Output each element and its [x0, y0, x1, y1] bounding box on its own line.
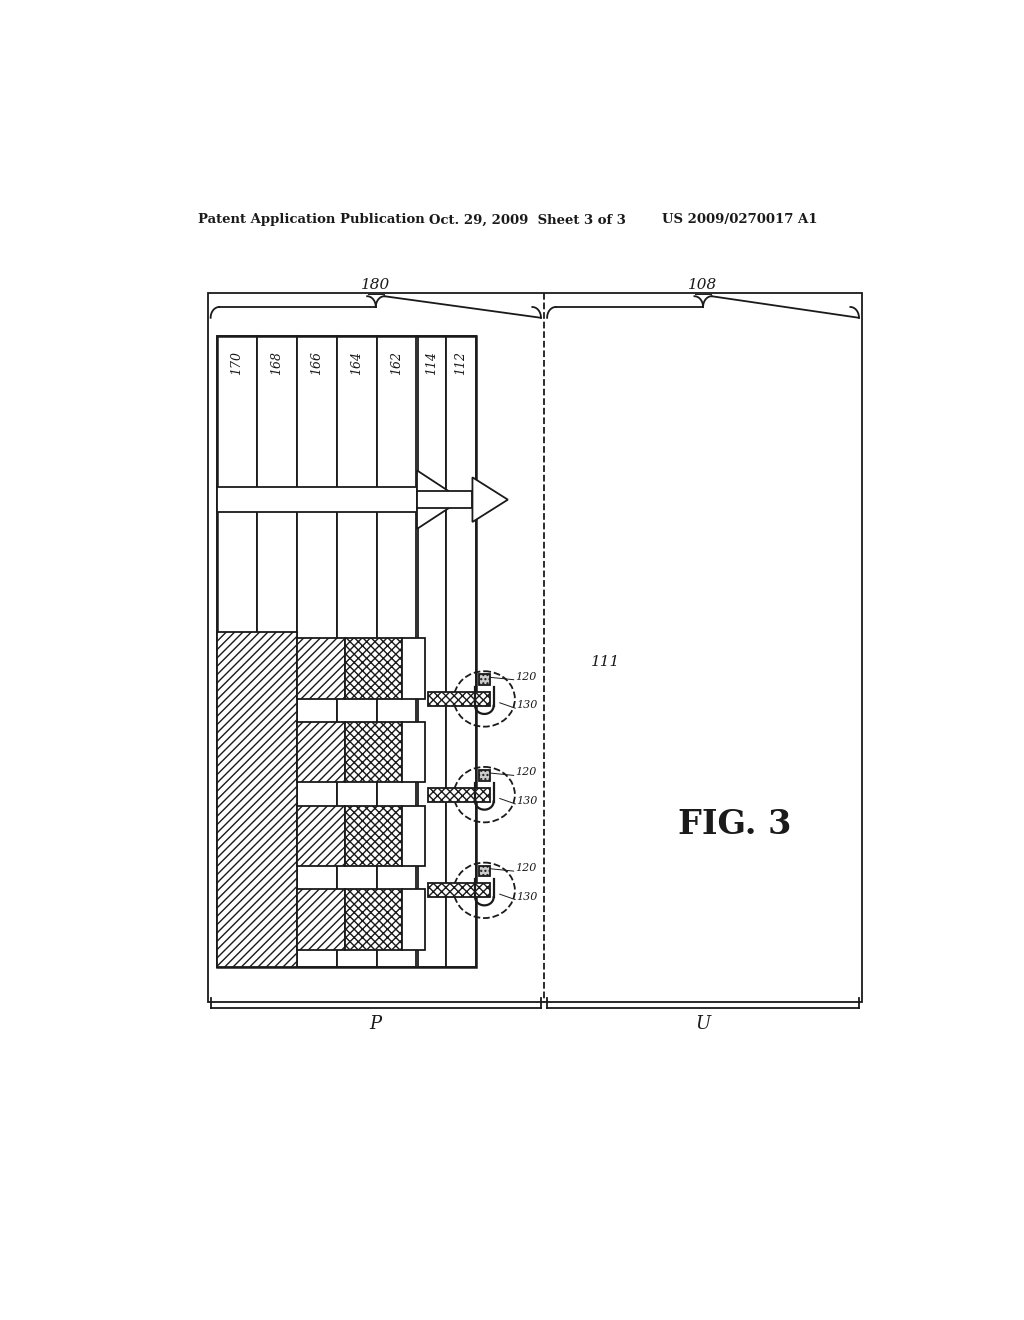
Bar: [217, 335, 257, 966]
Text: 108: 108: [688, 279, 718, 293]
Text: 111: 111: [591, 655, 621, 668]
Bar: [297, 722, 345, 783]
Text: 167: 167: [362, 927, 385, 940]
Polygon shape: [472, 478, 508, 521]
Text: U: U: [695, 1015, 711, 1034]
Text: FIG. 3: FIG. 3: [678, 808, 792, 841]
Text: 168: 168: [270, 351, 284, 375]
Text: 130: 130: [517, 891, 538, 902]
Bar: [401, 722, 425, 783]
Bar: [428, 883, 490, 898]
Text: 162: 162: [390, 351, 403, 375]
Bar: [345, 722, 401, 783]
Text: 165: 165: [310, 935, 333, 948]
Text: P: P: [370, 1015, 382, 1034]
Bar: [479, 770, 489, 780]
Bar: [377, 335, 417, 966]
Bar: [401, 805, 425, 866]
Text: 166: 166: [310, 351, 324, 375]
Text: 120: 120: [515, 672, 537, 681]
Bar: [297, 805, 345, 866]
Bar: [217, 487, 417, 512]
Text: 114: 114: [425, 351, 438, 375]
Bar: [428, 788, 490, 801]
Text: 120: 120: [515, 863, 537, 873]
Bar: [297, 890, 345, 949]
Text: US 2009/0270017 A1: US 2009/0270017 A1: [662, 214, 817, 227]
Bar: [257, 335, 297, 966]
Bar: [297, 639, 345, 698]
Text: 112: 112: [455, 351, 467, 375]
Bar: [345, 890, 401, 949]
Text: 180: 180: [361, 279, 390, 293]
Text: 163: 163: [394, 935, 417, 948]
Bar: [417, 491, 472, 508]
Bar: [428, 692, 490, 706]
Text: 130: 130: [517, 796, 538, 807]
Text: 169: 169: [250, 838, 263, 862]
Bar: [446, 335, 475, 966]
Bar: [345, 805, 401, 866]
Bar: [208, 293, 862, 1002]
Bar: [217, 632, 297, 966]
Bar: [479, 866, 489, 876]
Bar: [337, 335, 377, 966]
Bar: [401, 639, 425, 698]
Text: Patent Application Publication: Patent Application Publication: [199, 214, 425, 227]
Text: 170: 170: [230, 351, 244, 375]
Text: 130: 130: [517, 700, 538, 710]
Bar: [415, 335, 419, 966]
Text: 164: 164: [350, 351, 364, 375]
Text: Oct. 29, 2009  Sheet 3 of 3: Oct. 29, 2009 Sheet 3 of 3: [429, 214, 627, 227]
Bar: [479, 675, 489, 685]
Polygon shape: [417, 470, 462, 529]
Bar: [217, 335, 475, 966]
Bar: [417, 335, 446, 966]
Bar: [401, 890, 425, 949]
Bar: [297, 335, 337, 966]
Text: 120: 120: [515, 767, 537, 777]
Bar: [345, 639, 401, 698]
